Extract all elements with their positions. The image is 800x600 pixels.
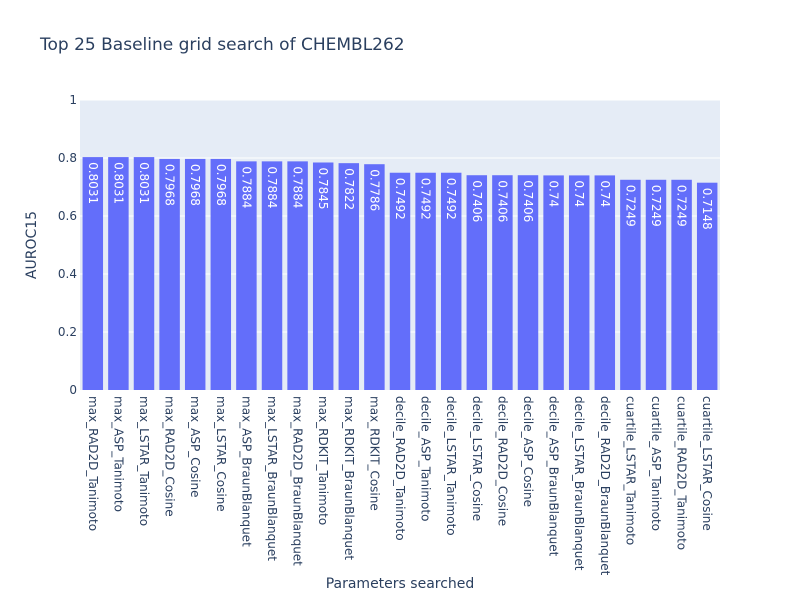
bar	[671, 179, 692, 390]
bar-value-label: 0.7968	[188, 164, 202, 206]
y-tick-labels: 0 0.2 0.4 0.6 0.8 1	[58, 93, 77, 397]
bar-value-label: 0.7406	[495, 180, 509, 222]
x-tick-label: cuartile_LSTAR_Cosine	[700, 396, 714, 531]
y-tick-label: 0	[69, 383, 77, 397]
x-tick-label: max_RAD2D_Tanimoto	[86, 396, 100, 531]
x-tick-label: cuartile_RAD2D_Tanimoto	[675, 396, 689, 550]
bar-value-label: 0.7249	[623, 185, 637, 227]
y-tick-label: 0.8	[58, 151, 77, 165]
bar-value-label: 0.7492	[393, 178, 407, 220]
bar-value-label: 0.74	[547, 180, 561, 207]
x-tick-labels: max_RAD2D_Tanimoto max_ASP_Tanimoto max_LS…	[86, 396, 714, 576]
bar	[517, 175, 539, 390]
x-tick-label: cuartile_LSTAR_Tanimoto	[623, 396, 637, 545]
bar-value-label: 0.7406	[470, 180, 484, 222]
bar-value-label: 0.7968	[163, 164, 177, 206]
bar	[82, 157, 104, 390]
bar	[261, 161, 283, 390]
x-tick-label: max_RDKIT_BraunBlanquet	[342, 396, 356, 560]
x-tick-label: max_LSTAR_BraunBlanquet	[265, 396, 279, 561]
x-tick-label: max_ASP_Cosine	[188, 396, 202, 498]
x-tick-label: max_LSTAR_Tanimoto	[137, 396, 151, 526]
x-tick-label: max_RDKIT_Cosine	[367, 396, 381, 511]
bar-value-label: 0.7884	[265, 166, 279, 208]
bar	[620, 179, 641, 390]
x-tick-label: max_RAD2D_Cosine	[163, 396, 177, 517]
x-tick-label: cuartile_ASP_Tanimoto	[649, 396, 663, 531]
bar-value-label: 0.7249	[649, 185, 663, 227]
bar-value-label: 0.7406	[521, 180, 535, 222]
y-tick-label: 0.4	[58, 267, 77, 281]
chart-title: Top 25 Baseline grid search of CHEMBL262	[39, 35, 405, 55]
bar-value-label: 0.74	[598, 180, 612, 207]
bar-value-label: 0.7492	[444, 178, 458, 220]
x-tick-label: decile_RAD2D_BraunBlanquet	[598, 396, 612, 576]
x-tick-label: decile_LSTAR_Cosine	[470, 396, 484, 521]
bar	[287, 161, 308, 390]
bar	[159, 158, 180, 390]
bar-value-label: 0.8031	[111, 162, 125, 204]
bar	[338, 163, 360, 390]
y-axis-title: AUROC15	[24, 211, 40, 279]
y-tick-label: 0.2	[58, 325, 77, 339]
x-tick-label: decile_ASP_Cosine	[521, 396, 535, 507]
bar-value-label: 0.7492	[419, 178, 433, 220]
bar-value-label: 0.7822	[342, 168, 356, 210]
bar	[568, 175, 590, 390]
x-axis-title: Parameters searched	[326, 576, 475, 592]
bar	[415, 172, 436, 390]
x-tick-label: decile_RAD2D_Tanimoto	[393, 396, 407, 541]
bar-value-label: 0.8031	[137, 162, 151, 204]
y-tick-label: 0.6	[58, 209, 77, 223]
bar-value-label: 0.7148	[700, 188, 714, 230]
bar	[696, 182, 718, 390]
bar	[645, 179, 667, 390]
bar	[466, 175, 488, 390]
bar-value-label: 0.8031	[86, 162, 100, 204]
bar	[184, 158, 206, 390]
bar-value-label: 0.7845	[316, 167, 330, 209]
bar	[594, 175, 616, 390]
bar	[133, 157, 155, 390]
bar-value-labels: 0.8031 0.8031 0.8031 0.7968 0.7968 0.7968 0.78…	[86, 162, 714, 230]
bar	[389, 172, 411, 390]
bar	[364, 164, 385, 390]
x-tick-label: decile_RAD2D_Cosine	[495, 396, 509, 526]
bar	[236, 161, 257, 390]
bar-value-label: 0.7249	[675, 185, 689, 227]
x-tick-label: decile_LSTAR_BraunBlanquet	[572, 396, 586, 571]
bar-value-label: 0.7884	[239, 166, 253, 208]
bars	[82, 157, 718, 390]
bar-value-label: 0.7786	[367, 169, 381, 211]
bar-value-label: 0.7968	[214, 164, 228, 206]
bar	[210, 158, 232, 390]
x-tick-label: max_LSTAR_Cosine	[214, 396, 228, 512]
bar	[312, 162, 334, 390]
x-tick-label: max_RAD2D_BraunBlanquet	[291, 396, 305, 566]
bar-value-label: 0.7884	[291, 166, 305, 208]
x-tick-label: decile_ASP_Tanimoto	[419, 396, 433, 521]
bar	[440, 172, 462, 390]
bar	[543, 175, 564, 390]
bar-value-label: 0.74	[572, 180, 586, 207]
y-tick-label: 1	[69, 93, 77, 107]
bar	[108, 157, 129, 390]
x-tick-label: max_ASP_Tanimoto	[111, 396, 125, 512]
x-tick-label: decile_LSTAR_Tanimoto	[444, 396, 458, 536]
x-tick-label: decile_ASP_BraunBlanquet	[547, 396, 561, 557]
x-tick-label: max_ASP_BraunBlanquet	[239, 396, 253, 547]
bar	[492, 175, 513, 390]
x-tick-label: max_RDKIT_Tanimoto	[316, 396, 330, 525]
